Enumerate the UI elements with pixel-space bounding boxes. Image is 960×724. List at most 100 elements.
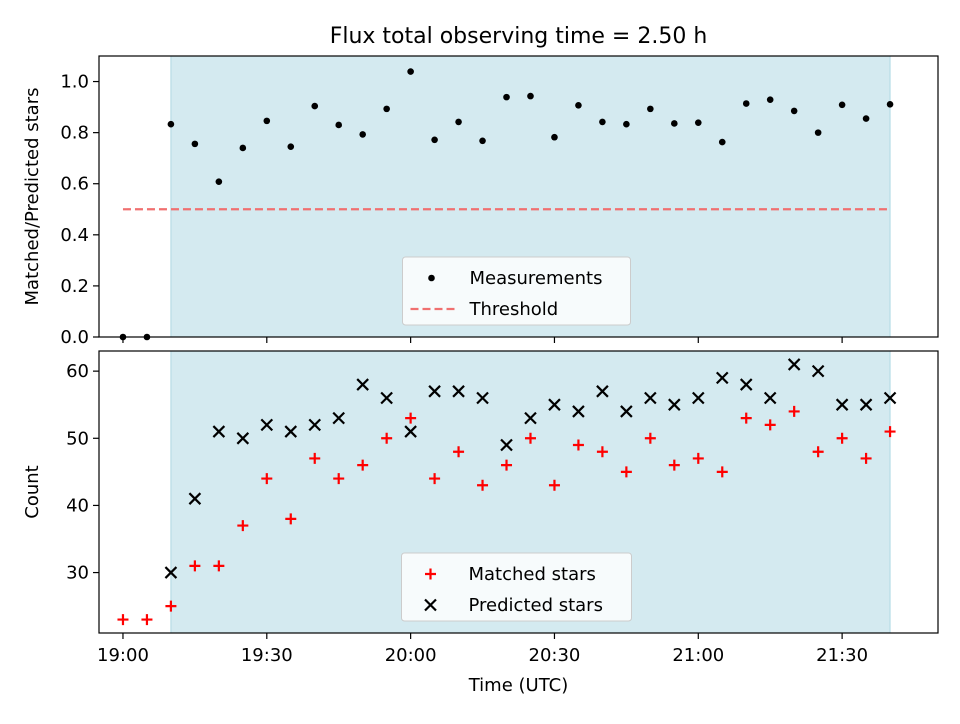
data-point xyxy=(213,560,225,572)
data-point xyxy=(188,492,202,505)
data-point xyxy=(311,102,319,110)
legend-label: Matched stars xyxy=(469,564,596,585)
series-measurements xyxy=(119,68,894,341)
y-tick-label: 0.2 xyxy=(60,276,89,297)
axes-frame xyxy=(98,350,939,634)
data-point xyxy=(431,136,438,144)
y-tick-label: 60 xyxy=(66,361,89,382)
data-point xyxy=(668,459,680,471)
data-point xyxy=(476,391,489,405)
data-point xyxy=(788,405,800,417)
data-point xyxy=(811,364,825,378)
data-point xyxy=(212,425,226,438)
data-point xyxy=(285,513,297,525)
data-point xyxy=(836,432,848,444)
data-point xyxy=(501,459,513,471)
panel-2: 30 40 50 60 19:00 19:30 20:00 20:30 21:00 21:30 Co… xyxy=(22,350,939,696)
x-tick-label: 19:00 xyxy=(97,645,149,666)
data-point xyxy=(215,178,223,185)
data-point xyxy=(167,120,175,128)
data-point xyxy=(766,96,774,103)
data-point xyxy=(692,452,704,464)
data-point xyxy=(692,391,705,405)
y-axis-label: Count xyxy=(22,465,43,518)
data-point xyxy=(739,378,753,391)
x-tick-label: 20:00 xyxy=(385,645,437,666)
data-point xyxy=(787,358,801,371)
data-point xyxy=(764,419,776,431)
data-point xyxy=(551,133,558,141)
data-point xyxy=(644,432,656,444)
legend-box xyxy=(402,256,631,326)
data-point xyxy=(647,105,654,113)
data-point xyxy=(620,405,633,418)
data-point xyxy=(380,391,393,405)
data-point xyxy=(335,121,343,129)
x-tick-label: 19:30 xyxy=(241,645,293,666)
data-point xyxy=(191,140,199,148)
data-point xyxy=(428,385,441,398)
legend-label: Threshold xyxy=(469,299,559,320)
data-point xyxy=(835,398,849,411)
data-point xyxy=(883,391,897,405)
data-point xyxy=(356,378,369,391)
legend-marker xyxy=(428,274,435,282)
data-point xyxy=(718,138,726,146)
data-point xyxy=(859,398,873,411)
data-point xyxy=(620,466,632,478)
data-point xyxy=(838,101,846,109)
data-point xyxy=(404,425,417,438)
legend-box xyxy=(401,552,632,622)
data-point xyxy=(671,120,678,127)
data-point xyxy=(812,446,824,458)
data-point xyxy=(596,385,609,398)
panel-1: 0.0 0.2 0.4 0.6 0.8 1.0 Flux total observing t… xyxy=(22,24,939,348)
data-point xyxy=(407,68,414,75)
data-point xyxy=(455,118,462,126)
data-point xyxy=(500,438,513,452)
y-axis-label: Matched/Predicted stars xyxy=(22,88,43,306)
y-tick-label: 0.6 xyxy=(60,174,89,195)
data-point xyxy=(117,614,129,626)
data-point xyxy=(740,412,752,424)
data-point xyxy=(572,405,585,418)
data-point xyxy=(189,560,201,572)
data-point xyxy=(237,520,249,532)
data-point xyxy=(239,144,247,152)
data-point xyxy=(548,398,561,411)
data-point xyxy=(575,102,582,109)
data-point xyxy=(814,129,822,136)
data-point xyxy=(527,92,534,100)
data-point xyxy=(742,100,750,107)
legend: Measurements Threshold xyxy=(402,256,631,326)
data-point xyxy=(477,479,489,491)
data-point xyxy=(381,432,393,444)
data-point xyxy=(596,446,608,458)
data-point xyxy=(287,143,295,150)
x-tick-label: 21:00 xyxy=(672,645,724,666)
data-point xyxy=(763,391,777,405)
data-point xyxy=(599,118,606,126)
data-point xyxy=(524,411,537,425)
data-point xyxy=(383,105,390,113)
data-point xyxy=(236,432,250,445)
data-point xyxy=(309,452,321,464)
legend-marker xyxy=(425,568,436,580)
data-point xyxy=(715,371,729,385)
data-point xyxy=(860,452,872,464)
data-point xyxy=(260,418,274,432)
y-tick-label: 50 xyxy=(66,428,89,449)
data-point xyxy=(164,566,178,579)
axes-frame xyxy=(98,55,939,338)
data-point xyxy=(405,412,417,424)
data-point xyxy=(261,473,273,485)
legend-label: Predicted stars xyxy=(469,595,603,616)
data-point xyxy=(716,466,728,478)
data-point xyxy=(572,439,584,451)
data-point xyxy=(886,100,894,108)
legend: Matched stars Predicted stars xyxy=(401,552,632,622)
data-point xyxy=(452,385,465,398)
data-point xyxy=(308,418,322,432)
